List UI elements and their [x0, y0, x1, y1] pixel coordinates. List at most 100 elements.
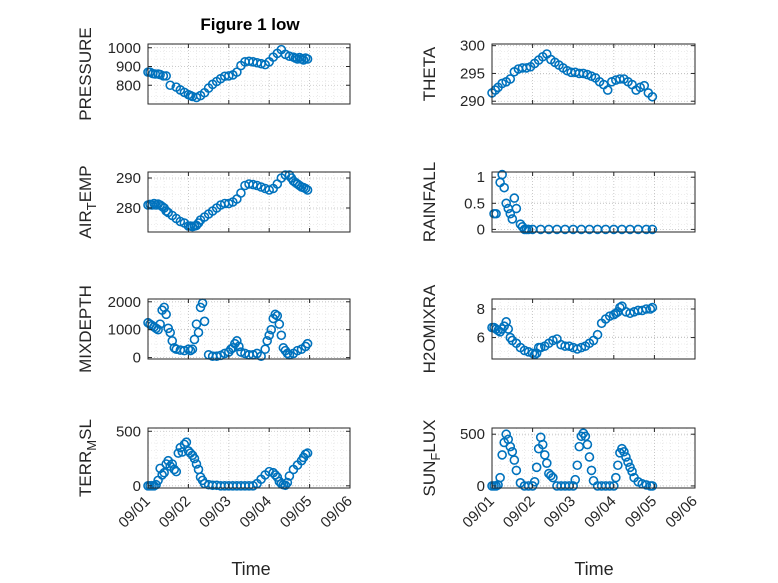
data-point — [262, 336, 272, 346]
figure-title: Figure 1 low — [200, 15, 300, 34]
data-point — [641, 224, 652, 235]
data-point — [505, 441, 516, 452]
data-point — [270, 309, 281, 320]
y-axis-label: H2OMIXRA — [420, 284, 439, 373]
data-point — [302, 448, 313, 458]
data-point — [298, 55, 309, 65]
x-tick-label: 09/03 — [196, 493, 235, 532]
y-tick-label: 280 — [116, 200, 141, 217]
data-point — [149, 198, 159, 209]
data-point — [292, 345, 303, 356]
data-point — [572, 344, 583, 354]
data-point — [165, 327, 176, 338]
data-point — [187, 344, 198, 355]
data-point — [578, 68, 589, 79]
data-point — [181, 437, 192, 447]
data-point — [501, 198, 512, 209]
y-tick-label: 8 — [477, 301, 485, 318]
data-point — [505, 74, 516, 84]
subplot-bottom-right: 0 500 09/01 09/02 09/03 09/04 09/05 09/06 SUNFLU… — [420, 420, 701, 532]
y-axis-label: PRESSURE — [76, 27, 95, 121]
data-point — [280, 480, 291, 491]
data-point — [645, 304, 656, 314]
subplot-middle-right-2: 6 8 H2OMIXRA — [420, 284, 696, 373]
y-tick-label: 0 — [477, 221, 485, 238]
data-point — [627, 466, 637, 477]
data-point — [191, 319, 202, 329]
data-point — [224, 71, 234, 81]
x-tick-label: 09/05 — [622, 493, 661, 532]
data-point — [570, 474, 581, 485]
subplot-bottom-left: 0 500 09/01 09/02 09/03 09/04 09/05 09/06 TERRMS… — [76, 419, 356, 531]
data-point — [183, 344, 194, 355]
x-tick-label: 09/06 — [317, 493, 356, 532]
data-point — [193, 327, 204, 338]
data-point — [625, 308, 635, 319]
data-point — [173, 448, 184, 458]
x-tick-label: 09/01 — [459, 493, 498, 532]
data-point — [611, 472, 621, 483]
data-point — [169, 464, 180, 475]
data-point — [276, 330, 287, 341]
x-tick-label: 09/05 — [277, 493, 316, 532]
y-tick-label: 295 — [460, 65, 485, 82]
data-point — [647, 224, 658, 235]
axes-box — [491, 43, 696, 105]
data-point — [586, 465, 597, 476]
data-point — [161, 309, 171, 320]
data-point — [503, 324, 514, 334]
data-point — [189, 334, 200, 345]
data-point — [619, 446, 629, 457]
data-point — [576, 342, 587, 353]
data-point — [167, 459, 178, 469]
data-point — [537, 439, 548, 450]
data-point — [272, 310, 283, 321]
y-tick-label: 800 — [116, 77, 141, 94]
data-point — [542, 458, 552, 468]
data-point — [497, 450, 507, 460]
data-point — [613, 460, 623, 471]
data-point — [548, 335, 558, 346]
axes-box — [147, 43, 351, 105]
data-point — [211, 351, 222, 362]
y-tick-label: 290 — [116, 170, 141, 187]
data-point — [641, 304, 652, 314]
y-tick-label: 500 — [116, 423, 141, 440]
data-point — [158, 71, 169, 81]
data-point — [647, 302, 658, 313]
y-tick-label: 0.5 — [464, 195, 485, 212]
data-point — [519, 345, 530, 356]
data-point — [529, 476, 540, 487]
data-point — [157, 470, 167, 480]
x-tick-label: 09/04 — [581, 493, 620, 532]
data-point — [623, 457, 633, 467]
y-tick-label: 1000 — [108, 40, 141, 57]
data-point — [509, 193, 520, 203]
y-tick-label: 0 — [477, 478, 485, 495]
data-point — [302, 54, 313, 64]
data-point — [572, 460, 583, 471]
data-point — [232, 336, 242, 346]
data-point — [511, 203, 522, 214]
data-point — [264, 330, 275, 341]
data-point — [568, 481, 579, 491]
y-tick-label: 2000 — [108, 294, 141, 311]
y-tick-label: 290 — [460, 93, 485, 110]
data-point — [490, 85, 501, 95]
y-tick-label: 500 — [460, 426, 485, 443]
data-point — [592, 329, 603, 340]
data-point — [509, 455, 520, 465]
data-point — [189, 453, 200, 464]
data-point — [531, 462, 542, 473]
data-point — [584, 452, 595, 462]
data-point — [169, 343, 180, 353]
data-point — [647, 481, 658, 491]
data-point — [495, 472, 505, 483]
data-point — [564, 341, 574, 351]
data-point — [302, 338, 313, 349]
y-axis-label: AIRTEMP — [76, 165, 99, 238]
data-point — [302, 185, 313, 195]
data-point — [647, 91, 658, 102]
data-point — [199, 316, 210, 327]
